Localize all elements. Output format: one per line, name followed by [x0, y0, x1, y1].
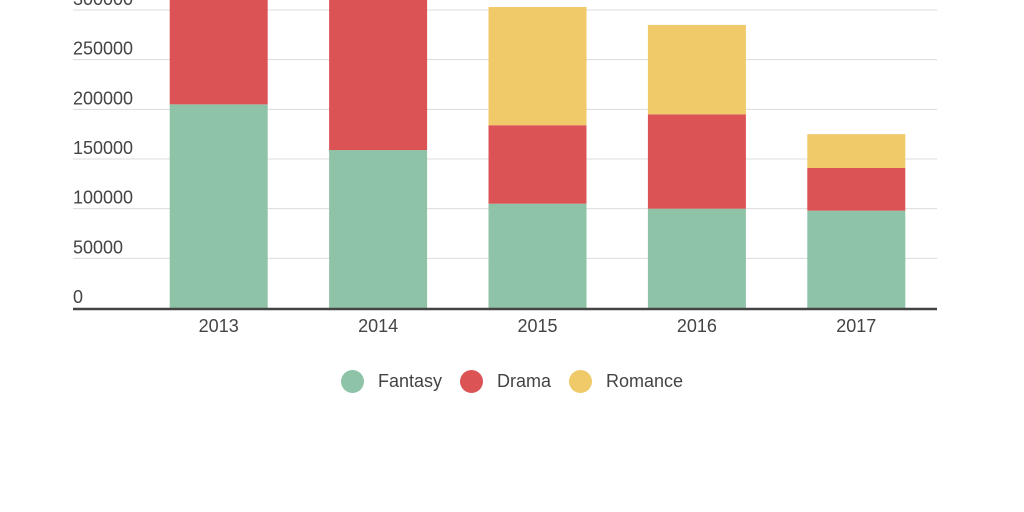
y-tick-label: 200000: [73, 88, 133, 108]
legend-swatch-drama: [459, 370, 483, 393]
y-axis-ticks: 0 50000 100000 150000 200000 250000 300000: [73, 0, 133, 307]
legend-label-fantasy: Fantasy: [377, 371, 442, 391]
bar-romance-2015: [488, 7, 587, 126]
y-tick-label: 50000: [73, 237, 123, 257]
x-tick-label: 2017: [836, 316, 876, 336]
x-axis-ticks: 2013 2014 2015 2016 2017: [199, 316, 877, 336]
bar-fantasy-2016: [647, 208, 746, 308]
legend-item-romance: Romance: [569, 370, 683, 393]
bars: [169, 0, 906, 308]
bar-drama-2017: [807, 167, 906, 211]
bar-fantasy-2014: [329, 150, 428, 308]
y-tick-label: 0: [73, 287, 83, 307]
bar-romance-2017: [807, 134, 906, 168]
bar-drama-2014: [329, 0, 428, 151]
y-tick-label: 100000: [73, 188, 133, 208]
legend: Fantasy Drama Romance: [0, 370, 1024, 393]
bar-drama-2016: [647, 114, 746, 209]
bar-fantasy-2015: [488, 203, 587, 308]
legend-label-drama: Drama: [496, 371, 551, 391]
legend-item-fantasy: Fantasy: [340, 370, 442, 393]
legend-item-drama: Drama: [459, 370, 551, 393]
x-tick-label: 2014: [358, 316, 398, 336]
bar-drama-2013: [169, 0, 268, 105]
x-tick-label: 2016: [677, 316, 717, 336]
x-tick-label: 2015: [517, 316, 557, 336]
legend-label-romance: Romance: [606, 371, 684, 391]
y-tick-label: 300000: [73, 0, 133, 9]
legend-swatch-romance: [569, 370, 592, 393]
x-tick-label: 2013: [199, 316, 239, 336]
y-tick-label: 250000: [73, 39, 133, 59]
bar-fantasy-2013: [169, 104, 268, 308]
legend-swatch-fantasy: [340, 370, 364, 393]
bar-romance-2016: [647, 24, 746, 115]
y-tick-label: 150000: [73, 138, 133, 158]
bar-drama-2015: [488, 125, 587, 204]
bar-fantasy-2017: [807, 210, 906, 308]
